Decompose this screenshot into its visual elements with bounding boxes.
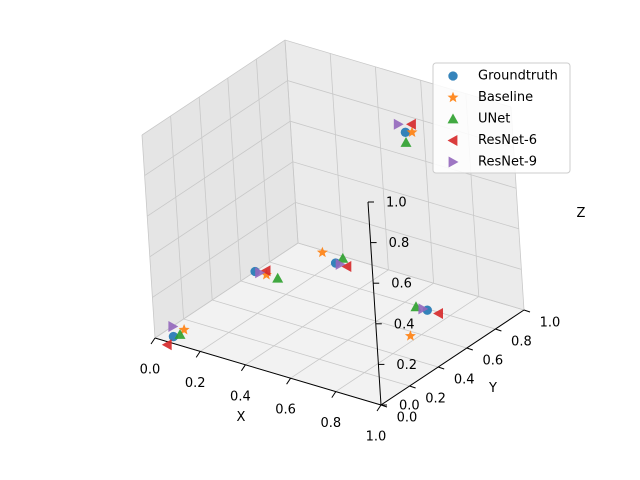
data-point [400, 127, 411, 138]
series-resnet-9 [168, 118, 429, 332]
data-point [168, 331, 179, 342]
series-resnet-6 [161, 118, 443, 351]
data-point [174, 329, 186, 339]
legend-item: ResNet-6 [447, 133, 537, 148]
x-axis-label: X [237, 410, 246, 425]
legend: Groundtruth Baseline UNet ResNet-6 ResNet-9 [432, 62, 571, 174]
data-point [255, 267, 266, 279]
y-tick-label: 1.0 [540, 316, 561, 331]
data-point [161, 339, 172, 351]
legend-marker [447, 135, 458, 146]
legend-label: ResNet-9 [478, 155, 537, 170]
legend-box [432, 62, 571, 174]
y-axis-line [380, 309, 525, 406]
legend-label: UNet [478, 112, 510, 127]
data-point [168, 321, 179, 332]
grid-line [284, 39, 525, 311]
z-tick-label: 0.0 [399, 399, 420, 414]
grid-line [170, 115, 410, 387]
left-pane [142, 40, 298, 338]
grid-line [227, 77, 467, 349]
x-tick-label-mark [240, 364, 246, 372]
z-axis-line [367, 201, 382, 406]
z-tick-label: 1.0 [386, 196, 407, 211]
legend-label: Baseline [478, 90, 533, 105]
y-tick-label: 0.8 [511, 335, 532, 350]
axis-labels: X Y Z [237, 206, 586, 425]
x-tick-label: 0.6 [275, 403, 296, 418]
y-tick-label: 0.0 [397, 411, 418, 426]
x-tick-label: 1.0 [366, 430, 387, 445]
legend-item: UNet [447, 112, 510, 127]
data-point [400, 137, 412, 147]
data-point [337, 252, 349, 263]
data-points [161, 118, 443, 351]
x-tick-label-mark [376, 404, 382, 412]
y-tick-label: 0.6 [482, 354, 503, 369]
y-tick-label-mark [466, 347, 473, 351]
floor-pane [155, 243, 524, 405]
legend-marker [448, 156, 459, 168]
legend-item: ResNet-9 [448, 155, 537, 170]
legend-item: Baseline [447, 90, 533, 105]
x-tick-label-mark [195, 351, 201, 358]
x-axis-line [154, 337, 382, 406]
z-tick-label: 0.8 [389, 236, 410, 251]
tick-labels: 0.0 0.2 0.4 0.6 0.8 1.0 0.0 0.2 0.4 0.6 0.8 1.0 0.0 0… [140, 196, 561, 445]
data-point [341, 261, 352, 272]
y-axis-label: Y [488, 381, 497, 396]
y-tick-label: 0.4 [454, 373, 475, 388]
data-point [393, 118, 404, 130]
data-point [406, 126, 418, 137]
data-point [272, 272, 284, 283]
z-axis-label: Z [577, 206, 586, 221]
data-point [335, 258, 346, 270]
grid-line [198, 96, 439, 368]
series-baseline [178, 126, 418, 341]
y-tick-label: 0.2 [425, 392, 446, 407]
y-tick-label-mark [438, 366, 445, 370]
legend-marker [448, 71, 458, 81]
legend-marker [447, 91, 459, 103]
legend-label: ResNet-6 [478, 133, 537, 148]
z-tick-label: 0.6 [391, 277, 412, 292]
y-tick-label-mark [409, 385, 416, 389]
x-tick-label: 0.8 [320, 416, 341, 431]
x-tick-label: 0.0 [140, 363, 161, 378]
z-tick-label: 0.2 [396, 358, 417, 373]
axis-lines [154, 201, 525, 406]
data-point [178, 324, 190, 335]
legend-item: Groundtruth [448, 69, 558, 84]
data-point [404, 330, 416, 341]
data-point [418, 303, 429, 315]
x-tick-label: 0.2 [185, 376, 206, 391]
data-point [433, 308, 443, 319]
data-point [406, 118, 416, 130]
x-tick-label-mark [286, 377, 292, 385]
z-tick-label: 0.4 [394, 317, 415, 332]
x-tick-label-mark [150, 337, 156, 345]
data-point [260, 269, 272, 280]
legend-label: Groundtruth [478, 69, 558, 84]
data-point [316, 246, 328, 258]
legend-marker [447, 113, 459, 124]
data-point [260, 265, 271, 277]
x-tick-label-mark [331, 391, 337, 398]
y-tick-label-mark [523, 309, 531, 313]
y-tick-label-mark [495, 328, 502, 332]
x-tick-label: 0.4 [230, 389, 251, 404]
